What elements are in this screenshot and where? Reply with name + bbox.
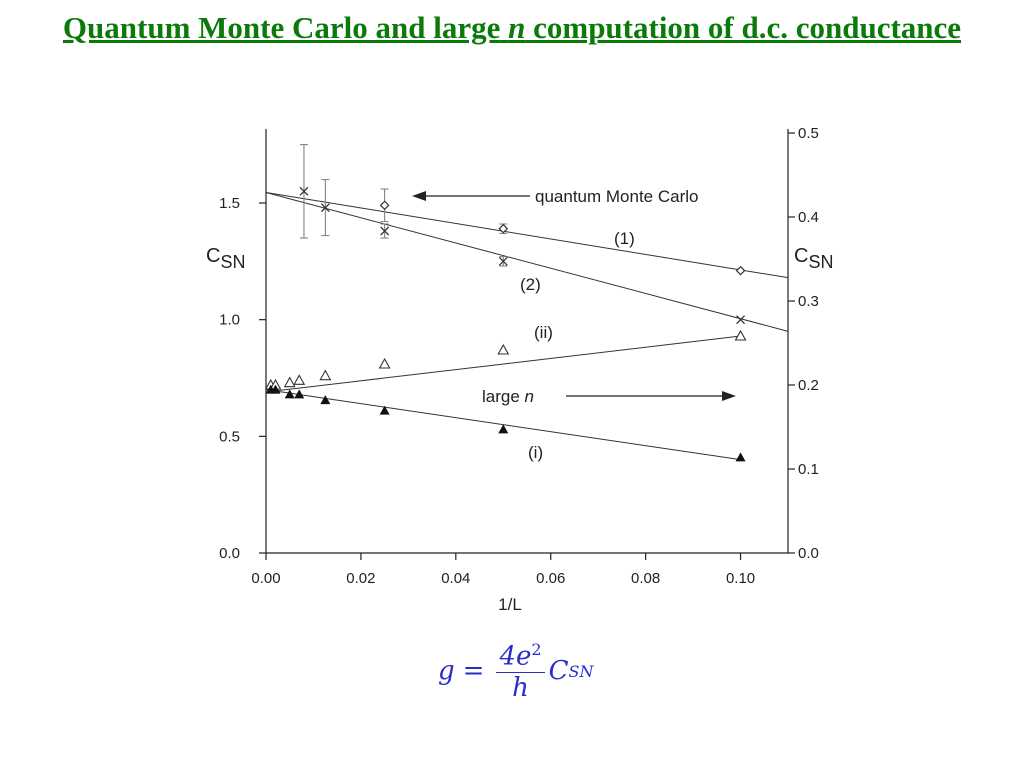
point (293, 374, 306, 385)
annotation: quantum Monte Carlo (535, 187, 698, 206)
series-label: (2) (520, 275, 541, 294)
arrow-head (412, 191, 426, 201)
formula-lhs: g (438, 656, 455, 687)
arrow-head (722, 391, 736, 401)
label-subscript: SN (220, 252, 245, 272)
exponent: 2 (531, 640, 542, 659)
label-symbol: C (794, 245, 808, 267)
series-label: (ii) (534, 323, 553, 342)
y2-tick-label: 0.4 (798, 209, 819, 226)
series-label: (1) (614, 229, 635, 248)
annotation-text: large (482, 387, 520, 406)
point (284, 389, 295, 399)
point (320, 395, 331, 405)
point (735, 265, 746, 276)
point (736, 315, 746, 325)
label-symbol: C (206, 245, 220, 267)
x-tick-label: 0.10 (726, 570, 755, 587)
x-tick-label: 0.08 (631, 570, 660, 587)
x-tick-label: 0.04 (441, 570, 470, 587)
point (270, 384, 281, 394)
point (735, 452, 746, 462)
point (379, 200, 390, 211)
y2-tick-label: 0.3 (798, 293, 819, 310)
point (498, 256, 508, 266)
point (498, 223, 509, 234)
y-tick-label: 1.5 (219, 195, 240, 212)
point (299, 186, 309, 196)
chart: 1/L CSN CSN quantum Monte Carlo large n … (206, 125, 833, 614)
series-label: (i) (528, 443, 543, 462)
formula: g = 4e2 h C SN (438, 640, 593, 703)
point (320, 203, 330, 213)
fit-line (265, 335, 741, 393)
point (497, 343, 510, 355)
x-axis-label: 1/L (498, 595, 522, 614)
y2-axis-label: CSN (794, 245, 833, 272)
x-tick-label: 0.02 (346, 570, 375, 587)
y-tick-label: 0.5 (219, 428, 240, 445)
annotation: large n (482, 387, 534, 406)
y2-tick-label: 0.0 (798, 545, 819, 562)
y-tick-label: 1.0 (219, 312, 240, 329)
point (378, 357, 391, 369)
point (498, 424, 509, 434)
title-text: Quantum Monte Carlo and large (62, 10, 501, 45)
slide-title: Quantum Monte Carlo and large n computat… (60, 8, 964, 48)
x-tick-label: 0.06 (536, 570, 565, 587)
x-tick-label: 0.00 (251, 570, 280, 587)
point (283, 376, 296, 388)
y-axis-label: CSN (206, 245, 245, 272)
numerator: 4e2 (496, 640, 545, 673)
point (380, 226, 390, 236)
title-text: computation of d.c. conductance (533, 10, 962, 45)
y2-tick-label: 0.5 (798, 125, 819, 142)
fit-line (265, 192, 789, 332)
point (319, 369, 332, 381)
y2-tick-label: 0.1 (798, 461, 819, 478)
point (294, 389, 305, 399)
label-subscript: SN (808, 252, 833, 272)
y2-tick-label: 0.2 (798, 377, 819, 394)
fraction: 4e2 h (496, 640, 545, 703)
denominator: h (512, 672, 529, 703)
formula-subscript: SN (568, 661, 594, 681)
fit-line (265, 192, 789, 279)
point (379, 405, 390, 415)
point (734, 329, 747, 341)
title-text: n (508, 10, 526, 45)
formula-eq: = (462, 656, 485, 687)
formula-symbol: C (548, 656, 569, 687)
numerator-text: 4e (499, 641, 532, 672)
annotation-text: n (525, 387, 534, 406)
y-tick-label: 0.0 (219, 545, 240, 562)
